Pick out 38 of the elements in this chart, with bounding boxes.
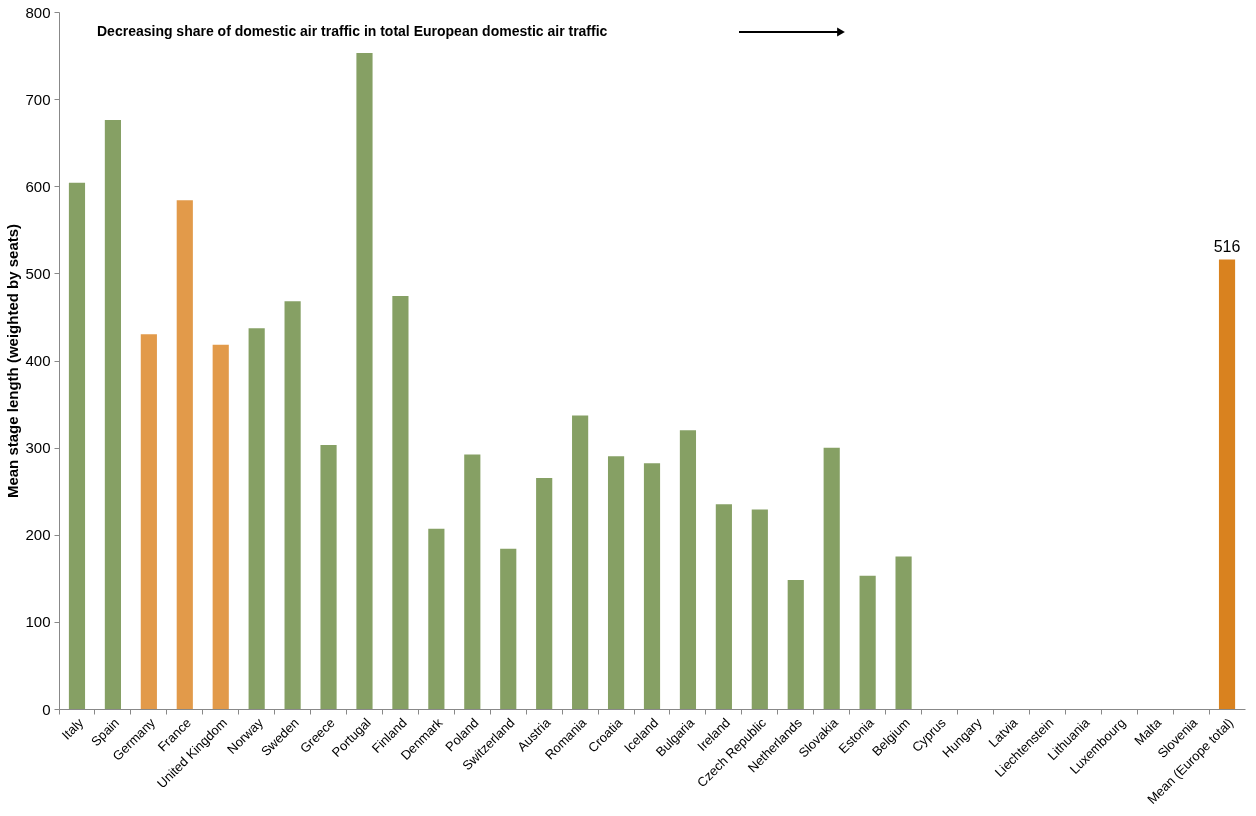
bar (823, 447, 840, 709)
bar (212, 344, 229, 709)
data-label: 516 (1213, 238, 1241, 256)
y-axis-title: Mean stage length (weighted by seats) (4, 223, 22, 499)
y-tick-label: 700 (25, 90, 51, 108)
bar (1218, 259, 1236, 709)
y-tick-label: 0 (42, 700, 51, 718)
bar (500, 548, 517, 709)
y-tick-label: 800 (25, 3, 51, 21)
bar (679, 430, 697, 709)
x-tick-label: Italy (58, 714, 87, 743)
bar (751, 509, 768, 709)
bar (140, 334, 157, 709)
bar (392, 296, 409, 709)
bar (104, 120, 121, 709)
bar (176, 200, 193, 709)
bar (607, 456, 625, 709)
bar (859, 575, 876, 709)
bar (320, 445, 337, 709)
y-tick-label: 200 (25, 526, 51, 544)
y-tick-label: 600 (25, 177, 51, 195)
bar (536, 478, 553, 709)
y-tick-label: 500 (25, 264, 51, 282)
bar (428, 528, 445, 709)
bar (464, 454, 481, 709)
bar (248, 328, 265, 709)
y-tick-label: 100 (25, 613, 51, 631)
bar (284, 301, 301, 709)
bar (643, 463, 661, 709)
bar (895, 556, 912, 709)
y-tick-label: 300 (25, 439, 51, 457)
annotation: Decreasing share of domestic air traffic in total European domestic air traffic (97, 23, 608, 39)
bar (572, 415, 589, 709)
bar (68, 182, 86, 709)
bar (715, 504, 732, 709)
bar (787, 580, 804, 709)
y-tick-label: 400 (25, 352, 51, 369)
bar (356, 52, 373, 709)
